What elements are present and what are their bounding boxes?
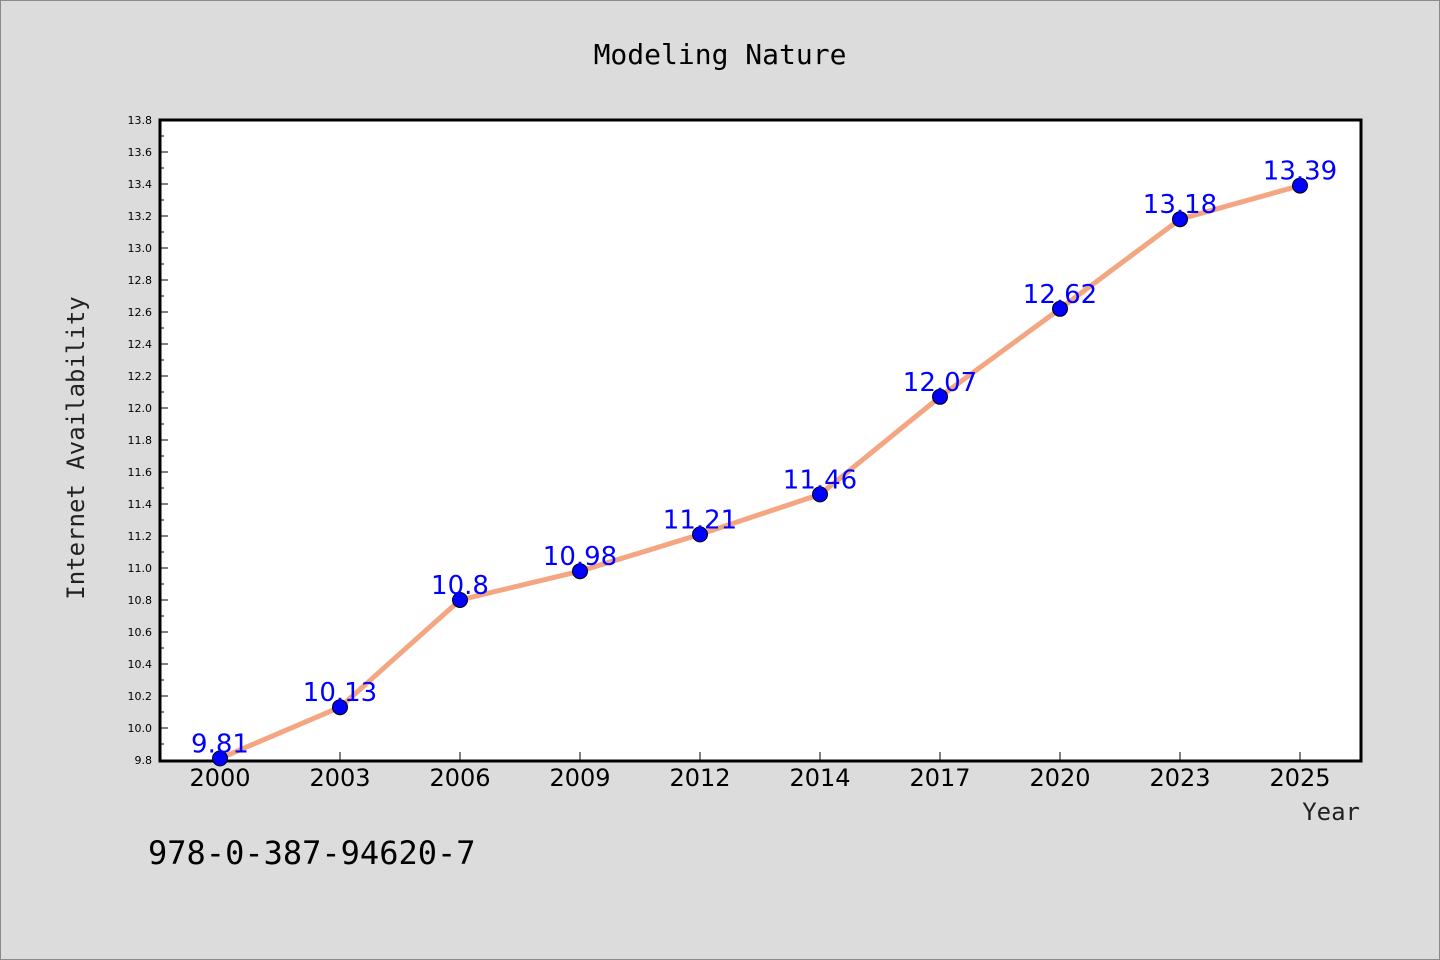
y-tick-label: 10.6 [128, 626, 153, 639]
data-point-marker [812, 486, 828, 503]
series-polyline [219, 183, 1301, 761]
y-tick-label: 13.8 [128, 114, 153, 127]
chart-title: Modeling Nature [594, 38, 847, 71]
series-line [219, 183, 1301, 761]
x-tick-label: 2012 [669, 764, 730, 792]
data-label: 11.46 [783, 465, 857, 495]
data-label: 13.18 [1143, 190, 1217, 220]
data-point-marker [932, 388, 948, 405]
data-point-marker [452, 592, 468, 608]
data-label: 13.39 [1263, 157, 1337, 187]
x-tick-label: 2006 [429, 764, 490, 792]
data-label: 10.98 [543, 542, 617, 572]
y-tick-label: 12.8 [128, 274, 153, 287]
data-point-marker [1052, 300, 1068, 317]
data-point-marker [1292, 177, 1308, 194]
y-tick-label: 12.2 [128, 370, 153, 383]
footnote-isbn: 978-0-387-94620-7 [148, 834, 476, 872]
y-tick-label: 12.0 [128, 402, 153, 415]
y-tick-label: 13.6 [128, 146, 153, 159]
markers [212, 177, 1308, 767]
data-point-marker [212, 750, 228, 767]
data-label: 11.21 [663, 505, 737, 535]
y-tick-label: 11.0 [128, 562, 153, 575]
y-tick-label: 11.8 [128, 434, 153, 447]
y-tick-label: 11.2 [128, 530, 153, 543]
y-tick-label: 10.0 [128, 722, 153, 735]
x-tick-label: 2014 [789, 764, 850, 792]
data-point-marker [572, 563, 588, 580]
y-tick-label: 11.6 [128, 466, 153, 479]
data-point-marker [1172, 211, 1188, 228]
x-tick-label: 2017 [909, 764, 970, 792]
x-tick-label: 2000 [189, 764, 250, 792]
x-axis-label: Year [1302, 798, 1360, 826]
y-tick-label: 11.4 [128, 498, 153, 511]
data-label: 10.8 [431, 571, 489, 601]
x-tick-label: 2020 [1029, 764, 1090, 792]
y-axis: 9.8 10.0 10.2 10.4 10.6 10.8 11.0 11.2 11.4 11.6 1… [128, 114, 168, 767]
y-tick-label: 12.4 [128, 338, 153, 351]
data-label: 12.62 [1023, 280, 1097, 310]
x-tick-label: 2009 [549, 764, 610, 792]
x-tick-label: 2025 [1269, 764, 1330, 792]
y-tick-label: 10.2 [128, 690, 153, 703]
data-point-marker [692, 526, 708, 543]
y-tick-label: 13.2 [128, 210, 153, 223]
plot-area [158, 118, 1363, 763]
y-tick-label: 13.0 [128, 242, 153, 255]
y-tick-label: 12.6 [128, 306, 153, 319]
y-axis-label: Internet Availability [62, 296, 90, 599]
y-tick-label: 10.8 [128, 594, 153, 607]
y-tick-label: 13.4 [128, 178, 153, 191]
data-label: 10.13 [303, 678, 377, 708]
y-tick-label: 9.8 [135, 754, 153, 767]
y-tick-label: 10.4 [128, 658, 153, 671]
x-axis: 2000 2003 2006 2009 2012 2014 2017 2020 2023 2025 [189, 752, 1331, 792]
data-labels: 9.81 10.13 10.8 10.98 11.21 11.46 12.07 12.62 13… [191, 157, 1337, 760]
data-label: 12.07 [903, 368, 977, 398]
data-label: 9.81 [191, 729, 249, 759]
x-tick-label: 2003 [309, 764, 370, 792]
data-point-marker [332, 699, 348, 716]
x-tick-label: 2023 [1149, 764, 1210, 792]
